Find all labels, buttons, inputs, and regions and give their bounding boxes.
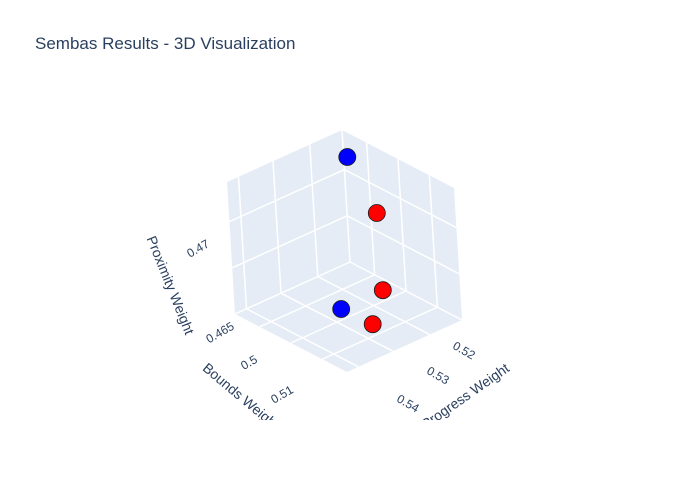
edge-floor-left [234, 261, 351, 315]
gridline-proximity-right-1 [344, 168, 457, 229]
wall-back-left [227, 130, 350, 314]
scene-bottom-mask [0, 420, 700, 500]
gridline-progress-wall-1 [397, 158, 407, 292]
tick-label-progress-1: 0.53 [424, 364, 452, 388]
tick-label-progress-0: 0.52 [450, 339, 478, 363]
tick-label-proximity-1: 0.47 [184, 236, 212, 260]
data-point-s1-p1[interactable] [373, 281, 392, 300]
gridline-proximity-left-0 [231, 215, 348, 269]
tick-label-bounds-0: 0.5 [238, 352, 260, 373]
data-points [332, 148, 392, 334]
gridline-bounds-wall-1 [272, 161, 282, 294]
tick-label-proximity-0: 0.465 [203, 319, 236, 346]
chart-title: Sembas Results - 3D Visualization [35, 34, 296, 53]
gridline-proximity-left-1 [229, 168, 345, 223]
data-point-s1-p2[interactable] [363, 315, 382, 334]
gridline-progress-wall-2 [428, 175, 439, 308]
gridline-progress-floor-0 [259, 274, 375, 328]
data-point-s0-p0[interactable] [338, 148, 357, 166]
data-point-s1-p0[interactable] [367, 204, 386, 222]
gridline-bounds-wall-2 [237, 176, 248, 309]
tick-label-bounds-1: 0.51 [268, 382, 296, 406]
tick-label-progress-2: 0.54 [394, 392, 422, 416]
gridline-proximity-right-0 [346, 215, 460, 275]
scene-gridlines [229, 129, 463, 368]
data-point-s0-p1[interactable] [332, 300, 351, 318]
gridline-progress-floor-2 [322, 306, 438, 360]
gridline-progress-floor-1 [290, 290, 407, 344]
gridline-bounds-wall-0 [309, 144, 319, 277]
